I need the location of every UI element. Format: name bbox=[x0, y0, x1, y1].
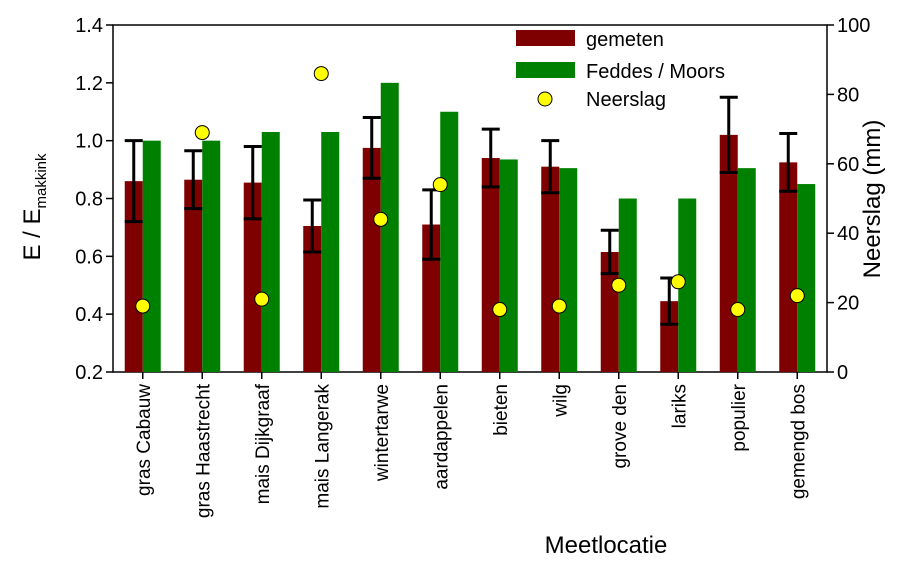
x-tick-label-6: bieten bbox=[491, 384, 512, 436]
x-tick-label-11: gemengd bos bbox=[788, 384, 809, 499]
y2-tick-label-0: 0 bbox=[837, 362, 848, 384]
x-tick-label-3: mais Langerak bbox=[312, 384, 333, 509]
bar-feddes-moors-11 bbox=[797, 184, 816, 372]
bar-feddes-moors-7 bbox=[559, 168, 578, 372]
measured-bars bbox=[124, 134, 798, 372]
x-tick-label-7: wilg bbox=[550, 384, 571, 418]
point-neerslag-9 bbox=[670, 274, 686, 290]
y-tick-label-2: 0.6 bbox=[75, 246, 103, 268]
y-axis-title-main: E / E bbox=[19, 208, 46, 260]
y-tick-label-5: 1.2 bbox=[75, 73, 103, 95]
y-axis-title: E / Emakkink bbox=[19, 153, 50, 261]
legend-swatch-gemeten bbox=[516, 30, 575, 46]
y2-tick-label-1: 20 bbox=[837, 293, 859, 315]
model-bars bbox=[142, 82, 816, 372]
bar-feddes-moors-9 bbox=[678, 198, 697, 372]
point-neerslag-4 bbox=[373, 211, 389, 227]
bar-feddes-moors-6 bbox=[499, 159, 518, 372]
point-neerslag-1 bbox=[194, 125, 210, 141]
bar-feddes-moors-3 bbox=[321, 131, 340, 372]
y-tick-label-4: 1.0 bbox=[75, 131, 103, 153]
bar-feddes-moors-4 bbox=[380, 82, 399, 372]
bar-feddes-moors-5 bbox=[440, 111, 459, 372]
y-tick-label-1: 0.4 bbox=[75, 304, 103, 326]
y-tick-label-0: 0.2 bbox=[75, 362, 103, 384]
bar-gemeten-11 bbox=[779, 162, 798, 372]
y2-tick-label-5: 100 bbox=[837, 15, 870, 37]
right-axis-ticks: 0 20 40 60 80 100 bbox=[827, 15, 870, 384]
x-axis-ticks: gras Cabauw gras Haastrecht mais Dijkgraaf… bbox=[134, 372, 809, 518]
bar-gemeten-0 bbox=[124, 181, 143, 372]
x-tick-label-2: mais Dijkgraaf bbox=[253, 383, 274, 504]
y-axis-title-subscript: makkink bbox=[33, 153, 50, 209]
legend-label-neerslag: Neerslag bbox=[586, 89, 666, 111]
point-neerslag-3 bbox=[313, 66, 329, 82]
x-axis-title: Meetlocatie bbox=[545, 532, 668, 559]
precipitation-points bbox=[135, 66, 805, 318]
bar-gemeten-2 bbox=[243, 182, 262, 372]
legend-label-feddes-moors: Feddes / Moors bbox=[586, 61, 725, 83]
left-axis-ticks: 0.2 0.4 0.6 0.8 1.0 1.2 1.4 bbox=[75, 15, 113, 384]
error-bars bbox=[124, 95, 798, 326]
point-neerslag-2 bbox=[254, 291, 270, 307]
y2-tick-label-3: 60 bbox=[837, 154, 859, 176]
y-tick-label-6: 1.4 bbox=[75, 15, 103, 37]
bar-gemeten-6 bbox=[481, 158, 500, 372]
bar-feddes-moors-0 bbox=[142, 140, 161, 372]
bar-gemeten-3 bbox=[303, 225, 322, 372]
y2-tick-label-2: 40 bbox=[837, 223, 859, 245]
bar-gemeten-5 bbox=[422, 224, 441, 372]
bar-gemeten-7 bbox=[541, 166, 560, 372]
x-tick-label-10: populier bbox=[729, 383, 750, 451]
point-neerslag-7 bbox=[551, 298, 567, 314]
y2-axis-title: Neerslag (mm) bbox=[859, 120, 886, 279]
x-tick-label-4: wintertarwe bbox=[372, 384, 393, 482]
bar-feddes-moors-8 bbox=[618, 198, 637, 372]
bar-feddes-moors-10 bbox=[737, 168, 756, 372]
bar-feddes-moors-1 bbox=[202, 140, 221, 372]
bar-feddes-moors-2 bbox=[261, 131, 280, 372]
x-tick-label-5: aardappelen bbox=[431, 384, 452, 490]
x-tick-label-0: gras Cabauw bbox=[134, 384, 155, 496]
point-neerslag-5 bbox=[432, 177, 448, 193]
y-tick-label-3: 0.8 bbox=[75, 189, 103, 211]
point-neerslag-11 bbox=[789, 288, 805, 304]
x-tick-label-8: grove den bbox=[610, 384, 631, 469]
bar-gemeten-1 bbox=[184, 179, 203, 372]
point-neerslag-10 bbox=[730, 302, 746, 318]
y2-tick-label-4: 80 bbox=[837, 84, 859, 106]
legend-label-gemeten: gemeten bbox=[586, 29, 664, 51]
point-neerslag-6 bbox=[492, 302, 508, 318]
point-neerslag-0 bbox=[135, 298, 151, 314]
bar-gemeten-4 bbox=[362, 147, 381, 372]
x-tick-label-1: gras Haastrecht bbox=[193, 383, 214, 518]
legend-swatch-feddes-moors bbox=[516, 62, 575, 78]
legend: gemeten Feddes / Moors Neerslag bbox=[516, 29, 725, 111]
point-neerslag-8 bbox=[611, 277, 627, 293]
legend-marker-neerslag bbox=[537, 91, 553, 107]
bar-gemeten-9 bbox=[660, 301, 679, 372]
x-tick-label-9: lariks bbox=[669, 384, 690, 428]
